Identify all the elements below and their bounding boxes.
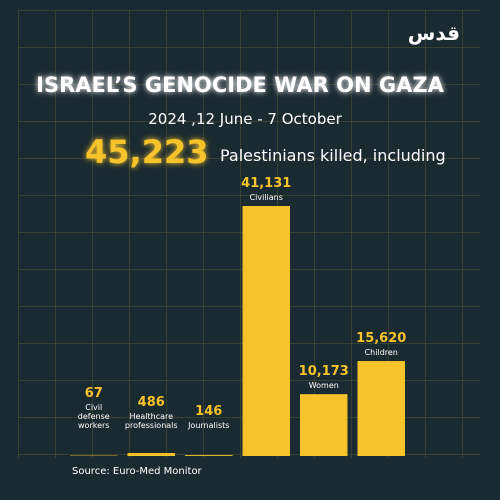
category-label: workers bbox=[78, 421, 109, 430]
category-label: Women bbox=[309, 381, 339, 390]
bar bbox=[242, 206, 290, 456]
subtitle: 2024 ,12 June - 7 October bbox=[148, 110, 342, 128]
value-label: 146 bbox=[195, 404, 222, 419]
value-label: 67 bbox=[85, 386, 103, 401]
source: Source: Euro-Med Monitor bbox=[72, 466, 203, 477]
value-label: 10,173 bbox=[299, 364, 349, 379]
value-label: 15,620 bbox=[356, 331, 406, 346]
category-label: Civilians bbox=[250, 193, 283, 202]
category-label: professionals bbox=[125, 421, 178, 430]
bar bbox=[300, 394, 348, 456]
category-label: Healthcare bbox=[129, 412, 173, 421]
bar bbox=[127, 453, 175, 456]
total-caption: Palestinians killed, including bbox=[220, 146, 446, 165]
value-label: 486 bbox=[138, 395, 165, 410]
logo: قدس bbox=[408, 21, 460, 45]
category-label: Civil bbox=[85, 403, 102, 412]
category-label: Children bbox=[365, 348, 398, 357]
bar bbox=[185, 455, 233, 456]
bar bbox=[357, 361, 405, 456]
category-label: Journalists bbox=[187, 421, 229, 430]
title: ISRAEL’S GENOCIDE WAR ON GAZA bbox=[36, 73, 444, 97]
value-label: 41,131 bbox=[241, 176, 291, 191]
category-label: defense bbox=[78, 412, 110, 421]
total: 45,223 bbox=[85, 133, 208, 171]
